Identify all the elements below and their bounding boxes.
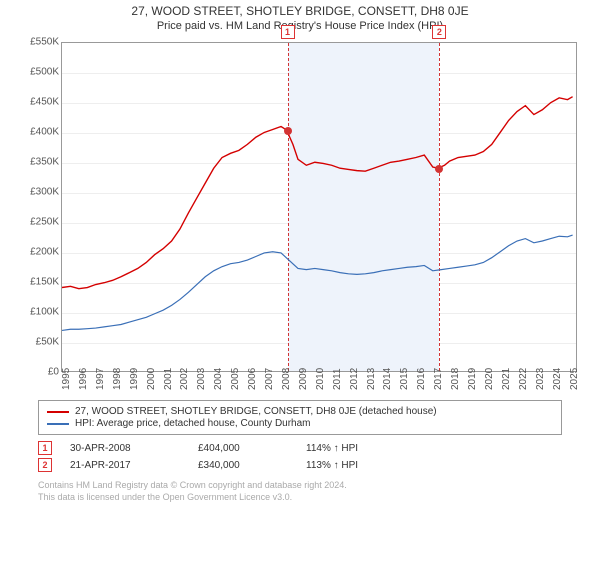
- legend-row: HPI: Average price, detached house, Coun…: [47, 418, 553, 429]
- event-num-box: 2: [38, 458, 52, 472]
- y-tick-label: £150K: [15, 277, 59, 288]
- event-price: £340,000: [198, 460, 288, 471]
- y-tick-label: £200K: [15, 247, 59, 258]
- event-row: 2 21-APR-2017 £340,000 113% ↑ HPI: [38, 458, 562, 472]
- plot-area: 12: [61, 42, 577, 372]
- legend-label: HPI: Average price, detached house, Coun…: [75, 418, 311, 429]
- chart-subtitle: Price paid vs. HM Land Registry's House …: [0, 20, 600, 32]
- event-row: 1 30-APR-2008 £404,000 114% ↑ HPI: [38, 441, 562, 455]
- event-table: 1 30-APR-2008 £404,000 114% ↑ HPI 2 21-APR-20…: [38, 441, 562, 472]
- event-note: 113% ↑ HPI: [306, 460, 406, 471]
- legend-swatch: [47, 411, 69, 413]
- legend: 27, WOOD STREET, SHOTLEY BRIDGE, CONSETT…: [38, 400, 562, 435]
- legend-label: 27, WOOD STREET, SHOTLEY BRIDGE, CONSETT…: [75, 406, 437, 417]
- y-tick-label: £350K: [15, 157, 59, 168]
- y-tick-label: £500K: [15, 67, 59, 78]
- event-date: 30-APR-2008: [70, 443, 180, 454]
- y-tick-label: £250K: [15, 217, 59, 228]
- event-num-box: 1: [38, 441, 52, 455]
- event-note: 114% ↑ HPI: [306, 443, 406, 454]
- address-line: [62, 97, 573, 289]
- event-dot: [284, 127, 292, 135]
- y-tick-label: £50K: [15, 337, 59, 348]
- footer-line-2: This data is licensed under the Open Gov…: [38, 492, 562, 504]
- chart-lines: [62, 43, 576, 371]
- chart-title: 27, WOOD STREET, SHOTLEY BRIDGE, CONSETT…: [0, 4, 600, 18]
- chart-container: 12 £0 £50K £100K £150K £200K £250K £300K £350K £…: [15, 38, 585, 398]
- event-dot: [435, 165, 443, 173]
- legend-swatch: [47, 423, 69, 425]
- event-price: £404,000: [198, 443, 288, 454]
- legend-row: 27, WOOD STREET, SHOTLEY BRIDGE, CONSETT…: [47, 406, 553, 417]
- x-tick-label: 2025: [569, 368, 591, 390]
- y-tick-label: £550K: [15, 37, 59, 48]
- hpi-line: [62, 235, 573, 330]
- event-marker-box: 2: [432, 25, 446, 39]
- y-tick-label: £450K: [15, 97, 59, 108]
- y-tick-label: £0: [15, 367, 59, 378]
- event-marker-box: 1: [281, 25, 295, 39]
- y-tick-label: £400K: [15, 127, 59, 138]
- footer-line-1: Contains HM Land Registry data © Crown c…: [38, 480, 562, 492]
- y-tick-label: £300K: [15, 187, 59, 198]
- event-date: 21-APR-2017: [70, 460, 180, 471]
- footer-text: Contains HM Land Registry data © Crown c…: [38, 480, 562, 503]
- y-tick-label: £100K: [15, 307, 59, 318]
